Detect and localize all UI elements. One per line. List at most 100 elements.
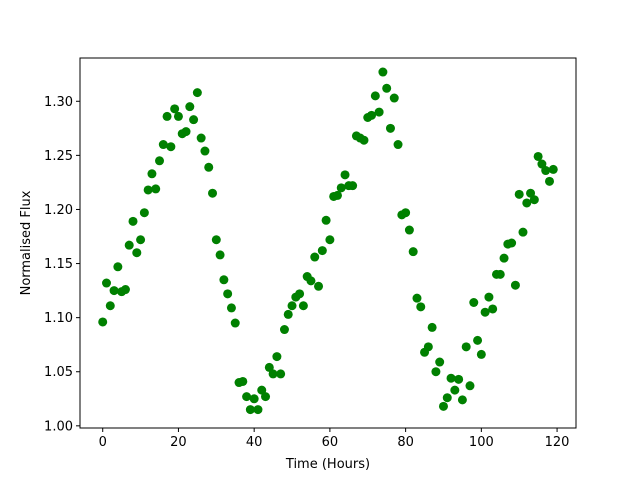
- data-point: [196, 133, 206, 143]
- data-point: [465, 381, 475, 391]
- data-point: [378, 67, 388, 77]
- data-point: [484, 292, 494, 302]
- data-point: [518, 227, 528, 237]
- data-point: [185, 102, 195, 112]
- data-point: [469, 298, 479, 307]
- data-point: [526, 188, 536, 198]
- data-point: [367, 110, 377, 120]
- data-point: [541, 166, 551, 176]
- data-point: [215, 250, 225, 260]
- data-point: [314, 281, 324, 291]
- data-point: [393, 140, 403, 150]
- data-point: [423, 342, 433, 352]
- y-tick-label: 1.25: [44, 149, 73, 164]
- data-point: [321, 215, 331, 225]
- data-point: [155, 156, 165, 166]
- data-point: [226, 303, 236, 313]
- data-point: [370, 91, 380, 101]
- data-point: [211, 235, 221, 245]
- data-point: [272, 352, 282, 362]
- data-point: [139, 208, 149, 218]
- data-point: [533, 151, 543, 161]
- data-point: [128, 216, 138, 226]
- x-tick-label: 20: [170, 435, 187, 450]
- data-point: [310, 252, 320, 262]
- data-point: [204, 162, 214, 172]
- data-point: [249, 394, 259, 404]
- data-point: [332, 190, 342, 200]
- data-point: [389, 93, 399, 103]
- data-point: [264, 362, 274, 372]
- data-point: [507, 238, 517, 248]
- data-point: [242, 392, 252, 402]
- data-point: [279, 325, 289, 335]
- data-point: [442, 393, 452, 403]
- x-tick-label: 120: [545, 435, 570, 450]
- data-point: [325, 235, 335, 245]
- data-point: [253, 405, 263, 415]
- data-point: [545, 176, 554, 186]
- data-point: [113, 262, 123, 272]
- plot-frame: [79, 57, 577, 429]
- data-point: [283, 309, 293, 319]
- data-point: [408, 247, 418, 257]
- data-point: [336, 183, 346, 193]
- data-point: [476, 349, 486, 359]
- x-tick-label: 0: [99, 435, 107, 450]
- data-point: [257, 385, 267, 395]
- data-point: [499, 253, 509, 263]
- data-point: [385, 123, 395, 133]
- data-point: [495, 269, 505, 279]
- data-point: [102, 278, 111, 288]
- data-point: [522, 198, 532, 208]
- data-point: [208, 188, 218, 198]
- data-point: [412, 293, 422, 303]
- data-point: [219, 275, 229, 285]
- data-point: [147, 169, 157, 179]
- y-axis-label: Normalised Flux: [19, 190, 34, 295]
- data-point: [238, 376, 248, 386]
- data-point: [427, 322, 437, 332]
- data-point: [317, 246, 327, 256]
- data-point: [438, 401, 448, 411]
- data-point: [401, 208, 411, 218]
- x-tick-label: 40: [246, 435, 263, 450]
- data-point: [200, 146, 210, 156]
- data-points: [98, 67, 558, 415]
- data-point: [473, 335, 483, 345]
- data-point: [306, 276, 316, 286]
- data-point: [548, 164, 558, 174]
- data-point: [446, 373, 456, 383]
- data-point: [295, 289, 305, 299]
- data-point: [162, 111, 172, 121]
- data-point: [170, 104, 180, 114]
- data-point: [287, 301, 297, 311]
- data-point: [416, 302, 426, 312]
- data-point: [488, 304, 498, 314]
- data-point: [359, 135, 369, 145]
- data-point: [124, 240, 134, 250]
- data-point: [529, 195, 539, 205]
- data-point: [510, 280, 520, 290]
- data-point: [151, 184, 161, 194]
- data-point: [382, 83, 392, 93]
- data-point: [457, 395, 467, 405]
- data-point: [109, 286, 119, 296]
- data-point: [268, 369, 278, 379]
- data-point: [340, 170, 350, 180]
- data-point: [261, 392, 271, 402]
- y-tick-label: 1.10: [44, 311, 73, 326]
- x-tick-label: 100: [469, 435, 494, 450]
- y-tick-label: 1.00: [44, 419, 73, 434]
- data-point: [230, 318, 240, 328]
- data-point: [173, 111, 183, 121]
- data-point: [98, 317, 108, 327]
- data-point: [120, 285, 130, 295]
- x-axis-label: Time (Hours): [285, 457, 370, 472]
- y-tick-label: 1.15: [44, 257, 73, 272]
- y-axis-ticks: 1.00 1.05 1.10 1.15 1.20 1.25 1.30: [44, 95, 80, 434]
- data-point: [537, 159, 547, 169]
- data-point: [431, 367, 441, 377]
